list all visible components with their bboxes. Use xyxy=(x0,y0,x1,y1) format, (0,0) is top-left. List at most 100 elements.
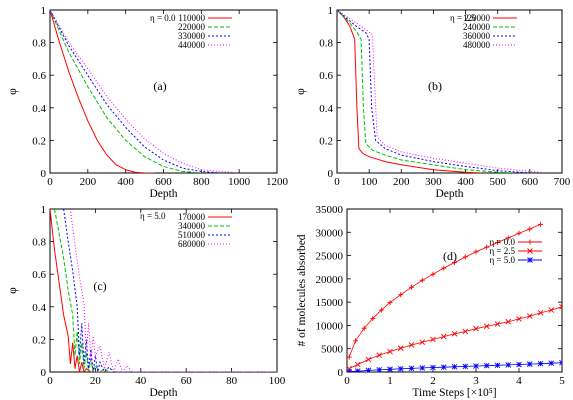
y-tick-label: 0.6 xyxy=(32,70,46,82)
marker-d2 xyxy=(440,333,447,340)
y-tick-label: 1 xyxy=(41,204,47,216)
data-point xyxy=(505,362,512,368)
x-tick-label: 4 xyxy=(516,375,522,387)
data-point xyxy=(378,307,384,313)
x-tick-label: 300 xyxy=(425,176,442,188)
y-tick-label: 0.8 xyxy=(319,38,333,50)
marker-d2 xyxy=(505,318,512,325)
legend-entry: 340000 xyxy=(178,221,232,231)
series-line-360000 xyxy=(337,10,530,173)
data-point xyxy=(484,244,490,250)
series-line-440000 xyxy=(50,10,240,173)
data-point xyxy=(398,292,404,298)
marker-d2 xyxy=(397,345,404,352)
data-point xyxy=(408,365,415,372)
x-axis-label: Time Steps [×10⁵] xyxy=(412,387,496,399)
marker-d2 xyxy=(537,310,544,316)
marker-d2 xyxy=(430,364,436,371)
data-point xyxy=(387,300,393,306)
legend-entry: η = 5.0 xyxy=(489,255,542,265)
data-point xyxy=(440,364,447,370)
data-point xyxy=(440,333,447,340)
eta-annotation: η = 5.0 xyxy=(140,211,166,221)
y-tick-label: 5000 xyxy=(321,344,344,356)
marker-d2 xyxy=(451,363,458,370)
marker-d2 xyxy=(483,323,490,330)
x-tick-label: 0 xyxy=(47,375,53,387)
legend-entry: 680000 xyxy=(178,239,232,249)
marker-d2 xyxy=(356,368,361,372)
y-tick-label: 0 xyxy=(41,367,47,379)
x-tick-label: 1000 xyxy=(228,176,251,188)
y-tick-label: 1 xyxy=(41,5,47,17)
x-tick-label: 600 xyxy=(522,176,539,188)
data-point xyxy=(473,325,479,332)
data-group xyxy=(347,221,562,372)
legend-marker xyxy=(527,248,533,254)
series-line-330000 xyxy=(50,10,221,173)
panel-label: (c) xyxy=(93,279,106,293)
marker-d2 xyxy=(348,368,352,372)
marker-d2 xyxy=(526,313,533,319)
marker-d2 xyxy=(408,365,415,372)
y-tick-label: 10000 xyxy=(316,320,344,332)
y-tick-label: 35000 xyxy=(316,204,344,216)
marker-d2 xyxy=(387,348,393,355)
marker-d1 xyxy=(559,303,562,308)
y-axis-label: # of molecules absorbed xyxy=(296,234,308,346)
x-axis-label: Depth xyxy=(149,188,177,200)
data-point xyxy=(462,328,469,335)
y-tick-label: 0.2 xyxy=(319,135,333,147)
series-line-120000 xyxy=(337,10,482,173)
data-point xyxy=(559,359,562,366)
legend-entry: 330000 xyxy=(178,31,232,41)
panel-c: 0 20 40 60 80 100 0 0.2 0.4 0.6 0.8 1 Depth φ (c) η = 5… xyxy=(7,204,286,399)
marker-d2 xyxy=(419,339,426,346)
data-point xyxy=(419,339,426,346)
x-tick-label: 0 xyxy=(344,375,350,387)
data-point xyxy=(397,345,404,352)
data-point xyxy=(376,352,383,359)
marker-d2 xyxy=(397,365,404,372)
data-point xyxy=(494,321,501,327)
data-point xyxy=(473,249,479,255)
marker-d2 xyxy=(548,307,555,313)
data-point xyxy=(462,254,468,260)
data-point xyxy=(548,307,555,313)
data-point xyxy=(527,226,533,232)
data-point xyxy=(559,303,562,310)
data-point xyxy=(365,367,372,372)
y-tick-label: 0.6 xyxy=(32,269,46,281)
data-point xyxy=(353,338,359,344)
x-tick-label: 40 xyxy=(135,375,147,387)
legend-label: 120000 xyxy=(463,13,491,23)
legend-entry: 220000 xyxy=(178,22,232,32)
y-tick-label: 25000 xyxy=(316,251,344,263)
data-point xyxy=(430,271,436,277)
data-point xyxy=(387,348,393,355)
data-point xyxy=(495,240,500,246)
y-tick-label: 20000 xyxy=(316,274,344,286)
legend-label: 440000 xyxy=(178,40,206,50)
data-point xyxy=(376,366,383,372)
data-point xyxy=(451,363,458,370)
x-axis-label: Depth xyxy=(435,188,463,200)
data-point xyxy=(347,354,352,360)
marker-d2 xyxy=(376,366,383,372)
marker-d2 xyxy=(354,361,361,368)
y-tick-label: 0.8 xyxy=(32,38,46,50)
series-line-220000 xyxy=(50,10,202,173)
plot-frame xyxy=(336,9,563,174)
data-point xyxy=(354,361,361,368)
x-tick-label: 200 xyxy=(80,176,97,188)
data-point xyxy=(516,361,522,368)
panel-label: (b) xyxy=(428,79,442,93)
marker-d2 xyxy=(526,361,533,367)
data-point xyxy=(473,363,479,369)
data-point xyxy=(361,325,367,331)
y-tick-label: 0 xyxy=(41,168,47,180)
y-tick-label: 0.8 xyxy=(32,237,46,249)
legend-label: η = 0.0 xyxy=(489,237,515,247)
legend-entry: η = 2.5 xyxy=(489,246,542,256)
data-point xyxy=(451,330,458,337)
